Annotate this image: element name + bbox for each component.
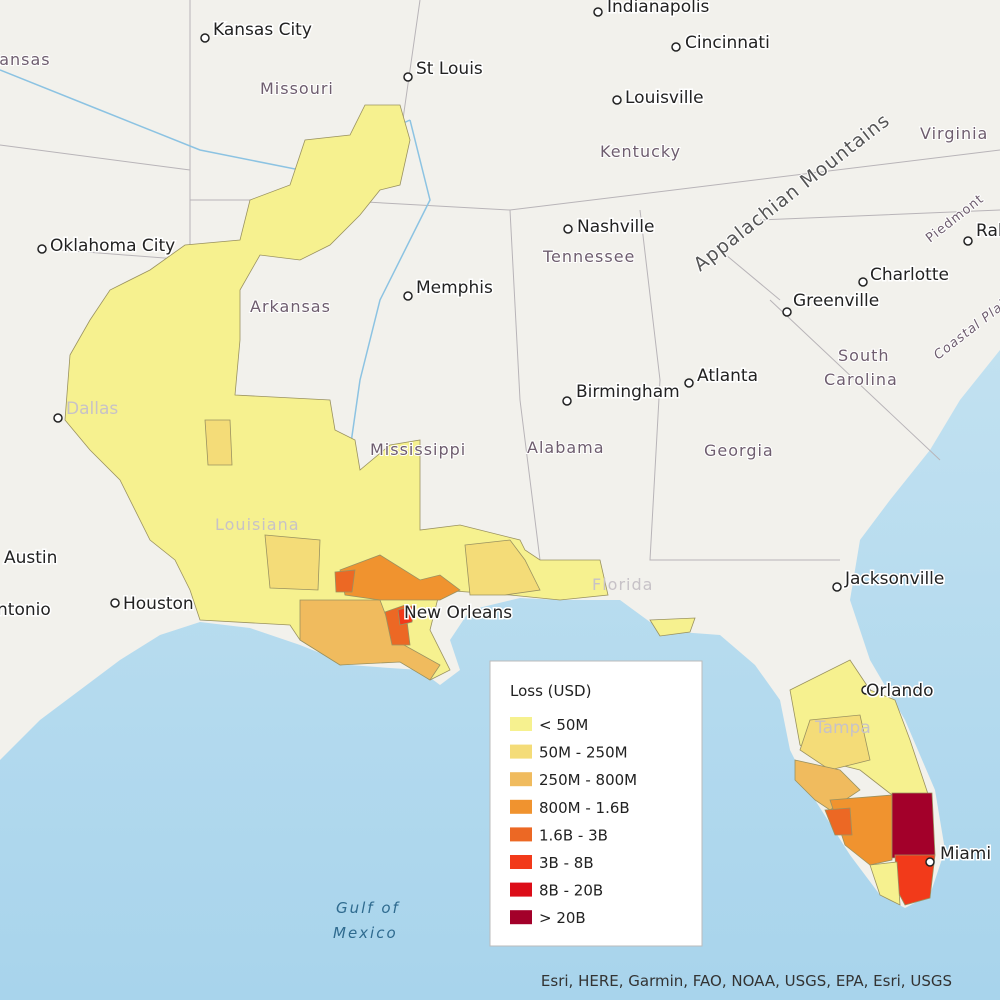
legend-label: 50M - 250M xyxy=(539,744,628,762)
region-label: South xyxy=(838,346,890,365)
city-dot xyxy=(832,582,842,592)
city-dots xyxy=(37,7,973,867)
legend: Loss (USD) < 50M 50M - 250M 250M - 800M 800… xyxy=(489,660,703,947)
choropleth xyxy=(64,104,936,906)
city-dot xyxy=(861,685,871,695)
legend-label: 800M - 1.6B xyxy=(539,799,630,817)
city-label: Orlando xyxy=(866,681,933,701)
city-label: Indianapolis xyxy=(607,0,710,17)
region-label: Florida xyxy=(592,575,653,594)
region-label: Missouri xyxy=(260,79,334,98)
city-dot xyxy=(200,33,210,43)
city-label: Jacksonville xyxy=(844,569,944,589)
legend-title: Loss (USD) xyxy=(510,682,591,700)
city-label: Raleigh xyxy=(976,221,1000,241)
legend-swatch xyxy=(510,744,532,759)
city-label: Cincinnati xyxy=(685,33,770,53)
legend-label: < 50M xyxy=(539,716,588,734)
city-dot xyxy=(563,224,573,234)
city-dot xyxy=(53,413,63,423)
city-label: Birmingham xyxy=(576,382,680,402)
city-dot xyxy=(782,307,792,317)
city-label: Miami xyxy=(940,844,991,864)
city-label: Nashville xyxy=(577,217,654,237)
legend-swatch xyxy=(510,772,532,787)
legend-label: 3B - 8B xyxy=(539,854,594,872)
city-label: Tampa xyxy=(814,718,871,738)
legend-swatch xyxy=(510,882,532,897)
legend-swatch xyxy=(510,910,532,925)
city-dot xyxy=(403,291,413,301)
city-dot xyxy=(593,7,603,17)
city-label: Oklahoma City xyxy=(50,236,175,256)
city-dot xyxy=(925,857,935,867)
city-label: Houston xyxy=(123,594,194,614)
city-label: Dallas xyxy=(66,399,118,419)
water-label: Mexico xyxy=(333,924,398,942)
city-dot xyxy=(612,95,622,105)
region-label: Virginia xyxy=(920,124,988,143)
attribution: Esri, HERE, Garmin, FAO, NOAA, USGS, EPA… xyxy=(541,972,952,990)
region-label: Tennessee xyxy=(542,247,635,266)
legend-swatch xyxy=(510,717,532,731)
legend-label: 8B - 20B xyxy=(539,882,603,900)
city-dot xyxy=(963,236,973,246)
city-labels: Kansas City Indianapolis Cincinnati St L… xyxy=(0,0,1000,866)
region-label: Kansas xyxy=(0,50,51,69)
city-label: Atlanta xyxy=(697,366,758,386)
region-label: Louisiana xyxy=(215,515,300,534)
legend-label: > 20B xyxy=(539,909,586,927)
region-label: Arkansas xyxy=(250,297,331,316)
region-label: Georgia xyxy=(704,441,774,460)
city-label: Memphis xyxy=(416,278,493,298)
legend-swatch xyxy=(510,855,532,869)
city-dot xyxy=(403,72,413,82)
region-label: Carolina xyxy=(824,370,898,389)
city-dot xyxy=(684,378,694,388)
region-label: Mississippi xyxy=(370,440,466,459)
city-label: St Louis xyxy=(416,59,483,79)
region-label: Kentucky xyxy=(600,142,681,161)
city-label: Charlotte xyxy=(870,265,949,285)
legend-swatch xyxy=(510,827,532,842)
city-dot xyxy=(671,42,681,52)
legend-swatch xyxy=(510,799,532,814)
city-dot xyxy=(110,598,120,608)
region-label: Alabama xyxy=(527,438,605,457)
city-dot xyxy=(37,244,47,254)
legend-label: 250M - 800M xyxy=(539,771,637,789)
city-label: Greenville xyxy=(793,291,879,311)
city-label: Kansas City xyxy=(213,20,312,40)
city-dot xyxy=(562,396,572,406)
city-label: Louisville xyxy=(625,88,704,108)
legend-label: 1.6B - 3B xyxy=(539,826,608,844)
city-dot xyxy=(858,277,868,287)
city-label: San Antonio xyxy=(0,600,51,620)
city-label: Austin xyxy=(4,548,57,568)
water-label: Gulf of xyxy=(336,899,401,917)
city-label: New Orleans xyxy=(404,603,512,623)
